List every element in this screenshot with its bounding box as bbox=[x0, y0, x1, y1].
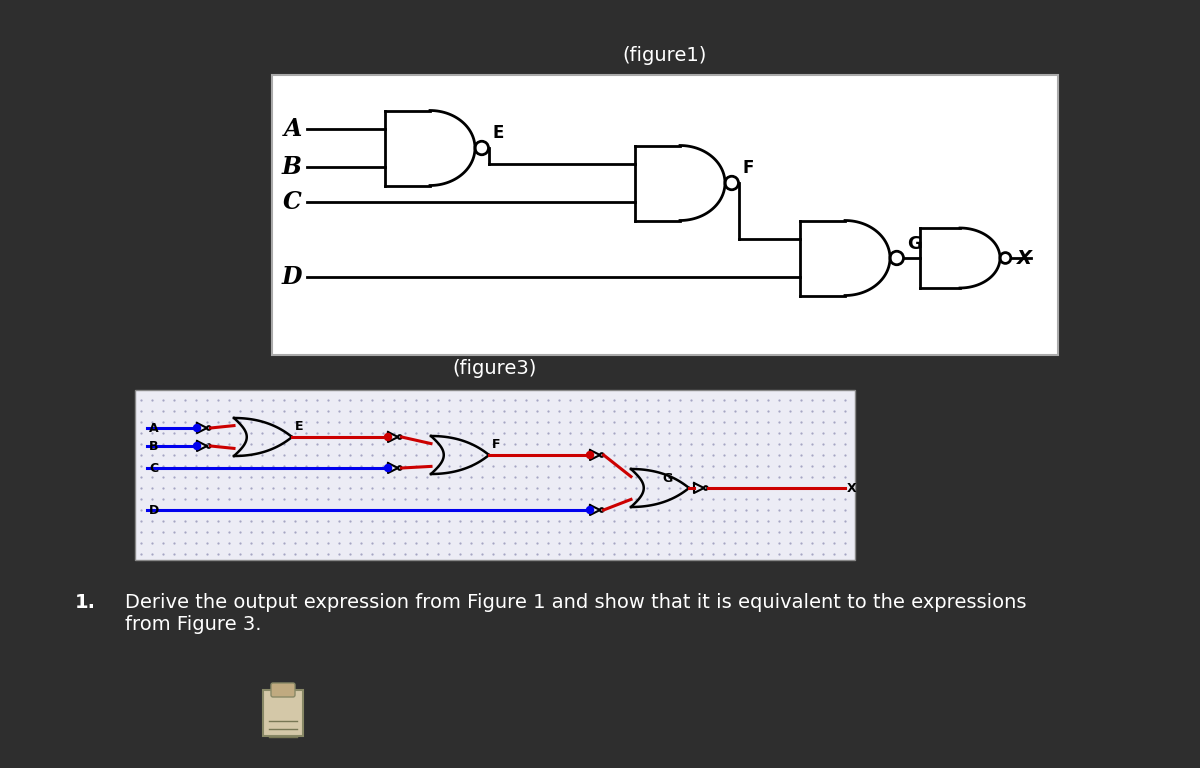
Text: Derive the output expression from Figure 1 and show that it is equivalent to the: Derive the output expression from Figure… bbox=[125, 593, 1026, 634]
Text: (figure1): (figure1) bbox=[623, 46, 707, 65]
Text: D: D bbox=[282, 265, 302, 289]
Bar bbox=[134, 390, 854, 560]
Circle shape bbox=[587, 452, 594, 458]
Text: 1.: 1. bbox=[74, 593, 96, 612]
Text: C: C bbox=[149, 462, 158, 475]
FancyBboxPatch shape bbox=[263, 690, 302, 736]
FancyBboxPatch shape bbox=[271, 683, 295, 697]
Text: A: A bbox=[149, 422, 158, 435]
Circle shape bbox=[384, 465, 391, 472]
Text: F: F bbox=[492, 438, 500, 451]
Circle shape bbox=[384, 433, 391, 441]
Text: G: G bbox=[662, 472, 672, 485]
Text: (figure3): (figure3) bbox=[452, 359, 538, 378]
Text: D: D bbox=[149, 504, 160, 517]
Text: A: A bbox=[283, 118, 302, 141]
Text: E: E bbox=[295, 420, 304, 433]
Text: X: X bbox=[1016, 249, 1032, 267]
Bar bbox=[272, 75, 1058, 355]
Text: F: F bbox=[743, 159, 754, 177]
Text: B: B bbox=[282, 154, 302, 179]
Circle shape bbox=[587, 507, 594, 514]
Circle shape bbox=[193, 442, 200, 449]
Text: B: B bbox=[149, 439, 158, 452]
Text: X: X bbox=[847, 482, 857, 495]
Circle shape bbox=[193, 425, 200, 432]
Text: E: E bbox=[492, 124, 504, 142]
Text: G: G bbox=[907, 235, 923, 253]
Text: C: C bbox=[283, 190, 302, 214]
